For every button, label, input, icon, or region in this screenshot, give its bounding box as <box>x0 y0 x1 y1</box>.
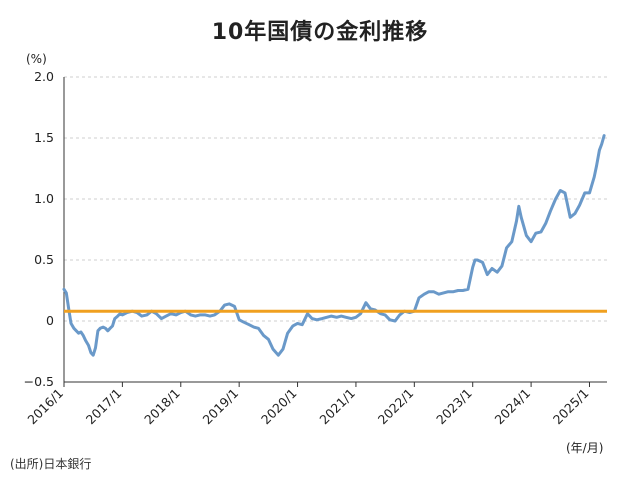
series-layer <box>62 134 606 357</box>
chart-title: 10年国債の金利推移 <box>211 20 429 45</box>
x-tick-label: 2021/1 <box>316 386 358 428</box>
x-tick-label: 2017/1 <box>83 386 125 428</box>
y-axis: 2.0 1.5 1.0 0.5 0 −0.5 <box>24 69 65 389</box>
y-tick-label: −0.5 <box>24 374 54 389</box>
x-tick-label: 2018/1 <box>141 386 183 428</box>
series-line <box>62 134 606 357</box>
y-tick-label: 0 <box>46 313 54 328</box>
y-axis-unit-label: (%) <box>26 52 47 66</box>
gridlines <box>64 76 607 322</box>
x-tick-label: 2022/1 <box>375 386 417 428</box>
x-axis-unit-label: (年/月) <box>566 441 604 455</box>
x-tick-label: 2024/1 <box>492 386 534 428</box>
x-tick-label: 2020/1 <box>258 386 300 428</box>
x-tick-label: 2023/1 <box>433 386 475 428</box>
y-tick-label: 2.0 <box>34 69 54 84</box>
x-tick-label: 2019/1 <box>200 386 242 428</box>
x-tick-label: 2016/1 <box>24 386 66 428</box>
y-tick-label: 0.5 <box>34 252 54 267</box>
x-axis: 2016/1 2017/1 2018/1 2019/1 2020/1 2021/1 2022… <box>24 381 607 428</box>
x-tick-label: 2025/1 <box>550 386 592 428</box>
source-note: (出所)日本銀行 <box>10 457 92 471</box>
y-tick-label: 1.0 <box>34 191 54 206</box>
y-tick-label: 1.5 <box>34 130 54 145</box>
